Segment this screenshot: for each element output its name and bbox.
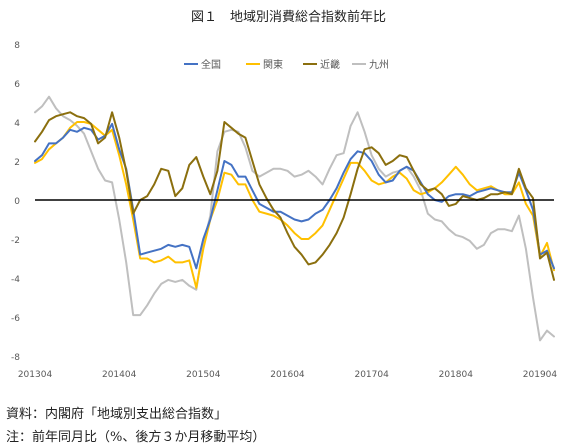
- y-tick-label: -2: [11, 236, 20, 246]
- x-tick-label: 201404: [102, 370, 137, 380]
- y-tick-label: 0: [14, 197, 20, 207]
- legend-label: 近畿: [320, 58, 340, 71]
- series-line-4: [34, 95, 555, 342]
- y-tick-label: 6: [14, 80, 20, 90]
- legend-label: 全国: [201, 58, 221, 71]
- y-tick-label: -8: [11, 353, 20, 363]
- y-tick-label: 8: [14, 41, 20, 51]
- series-line-3: [34, 111, 555, 281]
- y-tick-label: -6: [11, 314, 20, 324]
- series-line-1: [34, 122, 555, 270]
- y-tick-label: 4: [14, 119, 20, 129]
- footnote: 注：前年同月比（%、後方３か月移動平均）: [6, 430, 266, 445]
- legend-label: 九州: [369, 59, 389, 71]
- y-tick-label: 2: [14, 158, 20, 168]
- source-note: 資料：内閣府「地域別支出総合指数」: [6, 407, 228, 422]
- legend-label: 関東: [263, 58, 283, 71]
- line-chart: 8 6 4 2 0 -2 -4 -6 -8 201304 201404 201504 201604 201…: [11, 41, 558, 380]
- x-tick-label: 201804: [439, 370, 474, 380]
- x-tick-label: 201304: [18, 370, 53, 380]
- x-tick-label: 201904: [523, 370, 558, 380]
- x-tick-label: 201604: [270, 370, 305, 380]
- x-tick-label: 201704: [354, 370, 389, 380]
- chart-title: 図１ 地域別消費総合指数前年比: [190, 10, 386, 25]
- series-line-2: [34, 121, 555, 289]
- x-tick-label: 201504: [186, 370, 221, 380]
- y-tick-label: -4: [11, 275, 20, 285]
